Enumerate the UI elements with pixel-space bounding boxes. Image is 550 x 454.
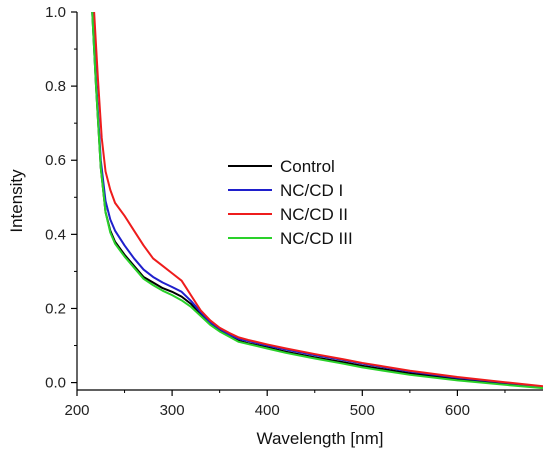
y-tick-label: 0.8 — [45, 78, 66, 95]
x-tick-label: 500 — [350, 402, 375, 419]
y-tick-label: 0.2 — [45, 300, 66, 317]
legend-label: NC/CD II — [280, 205, 348, 224]
legend: Control NC/CD I NC/CD II NC/CD III — [228, 157, 353, 248]
y-tick-label: 0.6 — [45, 152, 66, 169]
legend-label: NC/CD I — [280, 181, 343, 200]
ticks: 200 300 400 500 600 0.0 0.2 0.4 0.6 0.8 1.0 — [45, 4, 506, 419]
y-tick-label: 0.4 — [45, 226, 66, 243]
x-tick-label: 600 — [445, 402, 470, 419]
y-axis-title: Intensity — [7, 169, 26, 233]
plot-area — [91, 12, 543, 390]
x-tick-label: 200 — [64, 402, 89, 419]
x-tick-label: 300 — [160, 402, 185, 419]
y-tick-label: 1.0 — [45, 4, 66, 21]
x-tick-label: 400 — [255, 402, 280, 419]
y-tick-label: 0.0 — [45, 375, 66, 392]
axes — [76, 12, 543, 391]
legend-label: Control — [280, 157, 335, 176]
series-line-2 — [93, 12, 543, 388]
legend-label: NC/CD III — [280, 229, 353, 248]
series-line-3 — [91, 12, 543, 390]
x-axis-title: Wavelength [nm] — [257, 429, 384, 448]
